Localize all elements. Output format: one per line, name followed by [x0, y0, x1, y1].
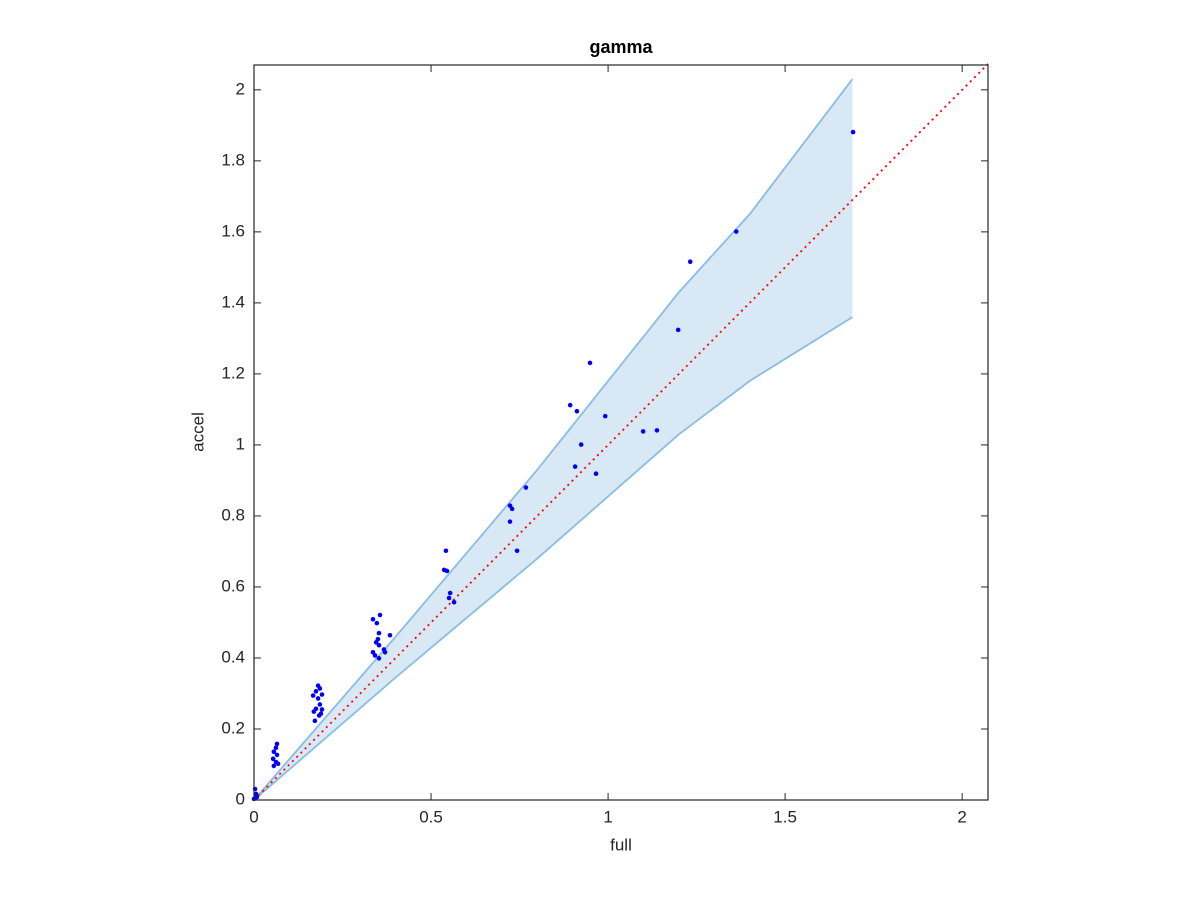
x-tick-label: 0: [249, 807, 258, 826]
x-tick-label: 1: [603, 807, 612, 826]
y-tick-label: 0: [236, 789, 245, 808]
y-tick-label: 1.6: [221, 221, 245, 240]
data-point: [447, 590, 453, 596]
data-point: [376, 656, 382, 661]
y-tick-label: 0.4: [221, 647, 245, 666]
data-point: [514, 548, 520, 554]
band-lower-line: [253, 316, 853, 801]
data-point: [850, 129, 856, 135]
data-point: [509, 506, 515, 512]
band-upper-line: [253, 78, 854, 801]
y-tick-label: 1.8: [221, 150, 245, 169]
data-point: [446, 595, 452, 601]
data-point: [315, 696, 321, 701]
x-tick-label: 0.5: [419, 807, 443, 826]
data-point: [273, 745, 279, 751]
data-point: [317, 686, 323, 691]
data-point: [687, 259, 693, 265]
data-point: [271, 749, 277, 755]
data-point: [310, 693, 316, 698]
band-area: [254, 79, 853, 801]
data-point: [451, 599, 457, 605]
data-point: [733, 229, 739, 234]
x-tick-label: 2: [957, 807, 966, 826]
y-tick-label: 0.8: [221, 505, 245, 524]
data-point: [319, 692, 325, 697]
y-tick-label: 1: [236, 434, 245, 453]
data-point: [602, 413, 608, 419]
y-tick-label: 0.2: [221, 718, 245, 737]
y-tick-label: 1.2: [221, 363, 245, 382]
data-point: [374, 620, 380, 626]
axes-frame: [253, 64, 989, 801]
data-point: [567, 402, 573, 408]
y-tick-label: 0.6: [221, 576, 245, 595]
data-point: [370, 616, 376, 622]
data-point: [444, 568, 450, 574]
y-tick-label: 1.4: [221, 292, 245, 311]
data-point: [523, 485, 529, 490]
data-point: [372, 653, 378, 658]
y-tick-label: 2: [236, 79, 245, 98]
data-point: [316, 713, 322, 718]
data-point: [640, 429, 646, 434]
y-axis-label: accel: [188, 412, 207, 452]
data-point: [675, 327, 681, 333]
data-point: [254, 794, 260, 800]
data-point: [578, 442, 584, 447]
data-point: [507, 519, 513, 524]
data-point: [271, 763, 277, 769]
data-point: [574, 408, 580, 414]
data-point: [443, 548, 449, 554]
data-point: [382, 649, 388, 655]
x-axis-label: full: [610, 835, 632, 854]
data-point: [319, 707, 325, 712]
data-point: [311, 709, 317, 714]
data-point: [275, 761, 281, 767]
data-point: [572, 464, 578, 469]
data-point: [313, 689, 319, 694]
data-point: [317, 702, 323, 707]
data-point: [654, 428, 660, 433]
data-point: [373, 640, 379, 645]
data-point: [387, 632, 393, 638]
chart-title: gamma: [589, 37, 653, 57]
x-tick-label: 1.5: [773, 807, 797, 826]
data-point: [593, 471, 599, 476]
data-point: [270, 756, 276, 762]
data-point: [274, 741, 280, 747]
data-point: [274, 752, 280, 758]
data-point: [312, 718, 318, 724]
data-point: [376, 630, 382, 636]
data-point: [376, 642, 382, 648]
data-point: [377, 612, 383, 618]
data-point: [587, 360, 593, 366]
